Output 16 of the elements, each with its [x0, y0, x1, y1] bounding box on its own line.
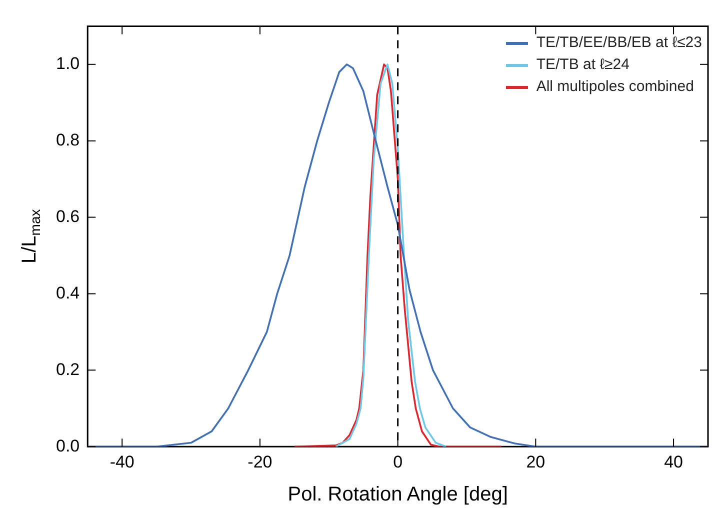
- y-tick-label: 1.0: [56, 54, 80, 74]
- y-axis-title: L/Lmax: [18, 209, 43, 264]
- x-tick-label: 20: [526, 452, 546, 472]
- x-tick-label: -40: [110, 452, 134, 472]
- y-tick-label: 0.8: [56, 130, 80, 150]
- x-tick-label: 40: [664, 452, 683, 472]
- y-tick-label: 0.0: [56, 436, 80, 456]
- x-axis-title: Pol. Rotation Angle [deg]: [288, 484, 508, 506]
- y-tick-label: 0.2: [56, 360, 80, 379]
- y-tick-label: 0.4: [56, 283, 80, 302]
- legend-label: All multipoles combined: [536, 77, 694, 98]
- y-tick-label: 0.6: [56, 206, 80, 226]
- x-tick-label: -20: [248, 452, 272, 472]
- x-tick-label: 0: [393, 452, 403, 472]
- legend-label: TE/TB/EE/BB/EB at ℓ≤23: [536, 33, 702, 54]
- legend-label: TE/TB at ℓ≥24: [536, 55, 630, 76]
